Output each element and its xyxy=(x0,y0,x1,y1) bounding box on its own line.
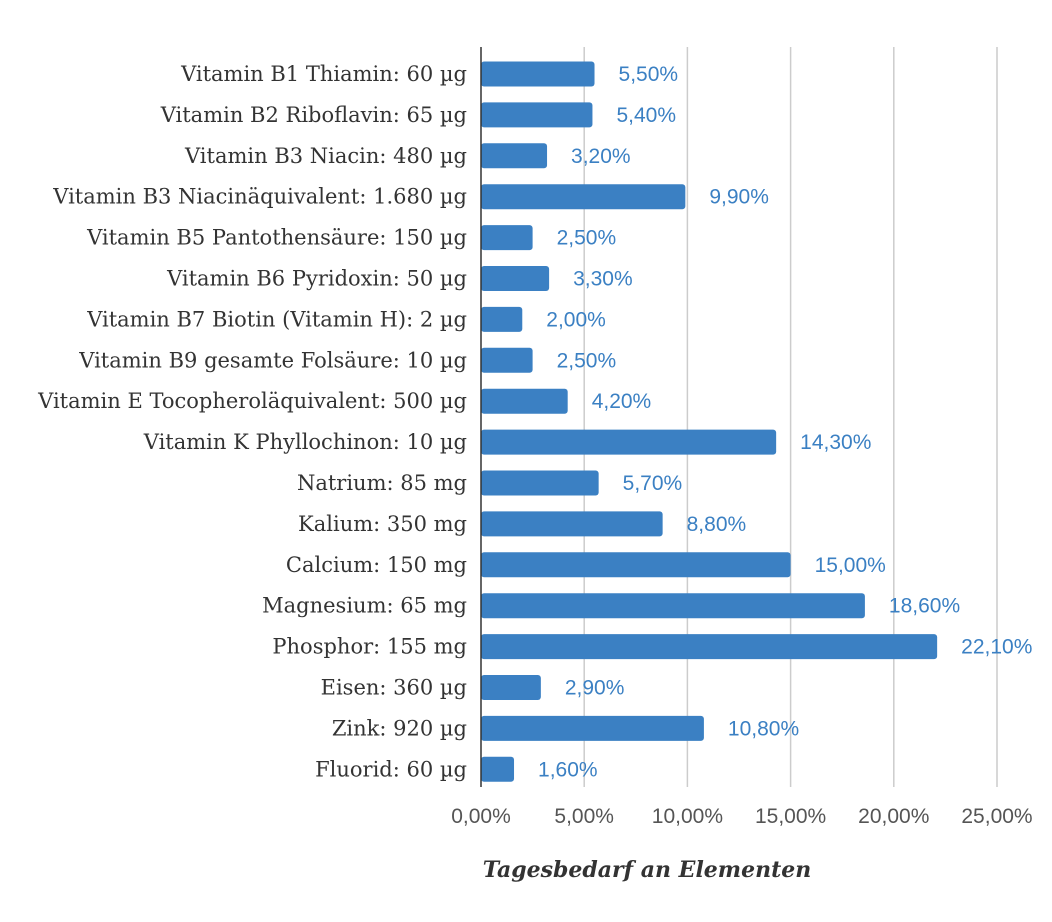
category-label: Calcium: 150 mg xyxy=(286,553,467,577)
category-label: Vitamin B3 Niacin: 480 µg xyxy=(184,144,467,168)
category-label: Magnesium: 65 mg xyxy=(262,594,467,618)
bar xyxy=(481,552,791,578)
bar xyxy=(481,225,533,251)
data-label: 4,20% xyxy=(592,390,652,413)
bar xyxy=(481,429,777,455)
category-label: Vitamin B1 Thiamin: 60 µg xyxy=(180,62,467,86)
bar xyxy=(481,634,938,660)
category-label: Vitamin B9 gesamte Folsäure: 10 µg xyxy=(78,348,467,372)
bar xyxy=(481,511,663,537)
category-label: Kalium: 350 mg xyxy=(298,512,467,536)
bar xyxy=(481,715,704,741)
category-label: Vitamin B6 Pyridoxin: 50 µg xyxy=(166,267,467,291)
bar xyxy=(481,266,550,291)
bar xyxy=(481,143,548,169)
data-label: 18,60% xyxy=(889,595,960,618)
data-label: 5,40% xyxy=(616,104,676,127)
data-label: 2,50% xyxy=(557,349,617,372)
category-label: Natrium: 85 mg xyxy=(297,471,467,495)
data-label: 2,90% xyxy=(565,677,625,700)
category-label: Phosphor: 155 mg xyxy=(272,635,467,659)
bar xyxy=(481,102,593,128)
category-label: Vitamin K Phyllochinon: 10 µg xyxy=(143,430,467,454)
data-label: 22,10% xyxy=(961,636,1032,659)
x-axis-title: Tagesbedarf an Elementen xyxy=(483,857,811,883)
bar xyxy=(481,61,595,87)
bar xyxy=(481,184,686,210)
data-label: 3,30% xyxy=(573,268,633,291)
data-label: 15,00% xyxy=(815,554,886,577)
bar xyxy=(481,347,533,373)
x-tick-label: 10,00% xyxy=(652,805,723,828)
category-label: Zink: 920 µg xyxy=(332,716,467,740)
data-label: 9,90% xyxy=(709,186,769,209)
data-label: 5,70% xyxy=(623,472,683,495)
category-label: Vitamin E Tocopheroläquivalent: 500 µg xyxy=(37,389,467,413)
data-label: 2,50% xyxy=(557,227,617,250)
labels: 0,00% 5,00% 10,00% 15,00% 20,00% 25,00% Vitami… xyxy=(37,62,1032,828)
x-tick-label: 15,00% xyxy=(755,805,826,828)
bar xyxy=(481,306,523,332)
x-tick-label: 20,00% xyxy=(858,805,929,828)
category-label: Vitamin B2 Riboflavin: 65 µg xyxy=(160,103,467,127)
category-label: Vitamin B3 Niacinäquivalent: 1.680 µg xyxy=(52,185,467,209)
data-label: 1,60% xyxy=(538,758,598,781)
data-label: 3,20% xyxy=(571,145,631,168)
bar xyxy=(481,470,599,496)
data-label: 2,00% xyxy=(546,308,606,331)
data-label: 10,80% xyxy=(728,717,799,740)
bars xyxy=(481,61,938,782)
x-tick-label: 5,00% xyxy=(554,805,614,828)
category-label: Fluorid: 60 µg xyxy=(315,757,467,781)
category-label: Eisen: 360 µg xyxy=(321,676,467,700)
bar xyxy=(481,756,515,782)
bar xyxy=(481,675,541,700)
bar xyxy=(481,388,568,414)
x-tick-label: 25,00% xyxy=(961,805,1032,828)
data-label: 5,50% xyxy=(619,63,679,86)
data-label: 14,30% xyxy=(800,431,871,454)
bar xyxy=(481,593,865,619)
x-tick-label: 0,00% xyxy=(451,805,511,828)
category-label: Vitamin B7 Biotin (Vitamin H): 2 µg xyxy=(86,307,467,331)
data-label: 8,80% xyxy=(687,513,747,536)
gridlines xyxy=(583,47,998,787)
category-label: Vitamin B5 Pantothensäure: 150 µg xyxy=(86,226,467,250)
